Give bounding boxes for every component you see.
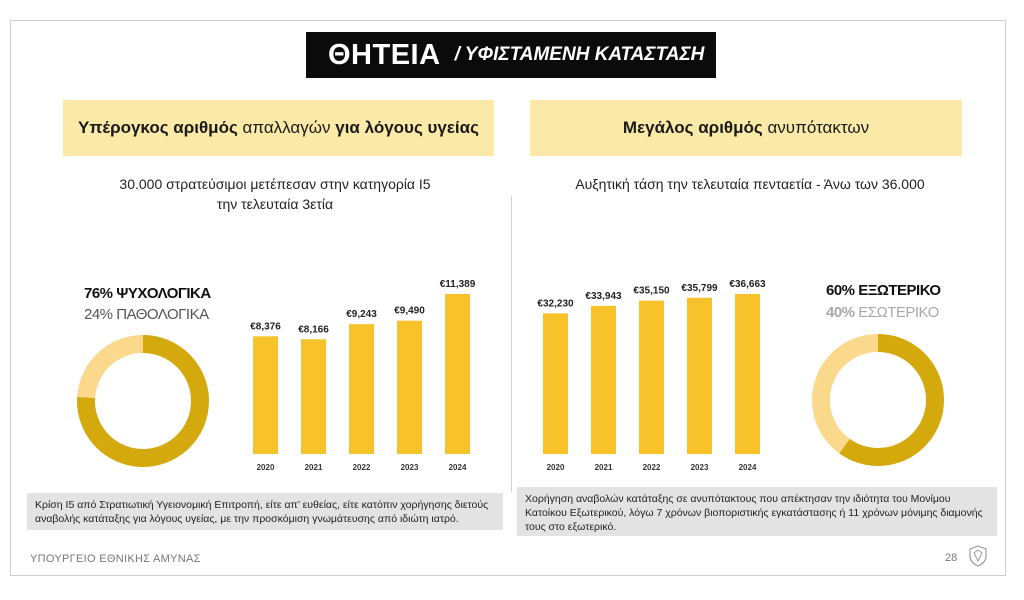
- right-pct-primary: 60% ΕΞΩΤΕΡΙΚΟ: [826, 282, 941, 299]
- right-subtitle: Αυξητική τάση την τελευταία πενταετία - …: [575, 176, 925, 192]
- left-bar-2020: [253, 336, 278, 454]
- right-bar-2022: [639, 300, 664, 454]
- left-bar-value-label: €11,389: [440, 279, 476, 290]
- right-bar-chart: €32,230 2020 €33,943 2021 €35,150 2022 €35,799…: [537, 279, 766, 472]
- right-banner-normal: ανυπότακτων: [762, 118, 870, 137]
- right-bar-category-label: 2023: [691, 463, 709, 472]
- right-pct-secondary-num: 40%: [826, 304, 855, 321]
- left-pct-secondary: 24% ΠΑΘΟΛΟΓΙΚΑ: [84, 306, 209, 323]
- right-bar-category-label: 2024: [739, 463, 757, 472]
- right-bar-value-label: €33,943: [585, 291, 622, 302]
- left-pct-primary: 76% ΨΥΧΟΛΟΓΙΚΑ: [84, 285, 211, 302]
- page-title: ΘΗΤΕΙΑ: [328, 38, 441, 71]
- left-bar-chart: €8,376 2020 €8,166 2021 €9,243 2022 €9,490 2023…: [250, 279, 476, 472]
- left-bar-category-label: 2020: [257, 463, 275, 472]
- left-donut-chart: [77, 335, 209, 467]
- left-bar-category-label: 2021: [305, 463, 323, 472]
- left-bar-2024: [445, 294, 470, 454]
- right-pct-secondary: 40% ΕΣΩΤΕΡΙΚΟ: [826, 304, 939, 321]
- right-bar-value-label: €36,663: [729, 279, 766, 290]
- right-donut-chart: [812, 334, 944, 466]
- page-subtitle: / ΥΦΙΣΤΑΜΕΝΗ ΚΑΤΑΣΤΑΣΗ: [454, 44, 705, 65]
- right-bar-2021: [591, 305, 616, 454]
- right-bar-value-label: €35,150: [633, 286, 670, 297]
- left-banner-bold1: Υπέρογκος αριθμός: [78, 118, 238, 137]
- left-bar-value-label: €8,376: [250, 321, 281, 332]
- left-bar-category-label: 2024: [449, 463, 467, 472]
- right-bar-2020: [543, 313, 568, 454]
- left-bar-value-label: €9,490: [394, 306, 425, 317]
- left-bar-2021: [301, 339, 326, 454]
- left-subtitle: 30.000 στρατεύσιμοι μετέπεσαν στην κατηγ…: [100, 174, 450, 214]
- left-bar-2023: [397, 320, 422, 454]
- left-bar-category-label: 2022: [353, 463, 371, 472]
- left-subtitle-line1: 30.000 στρατεύσιμοι μετέπεσαν στην κατηγ…: [119, 176, 431, 192]
- right-bar-value-label: €32,230: [537, 298, 574, 309]
- right-pct-secondary-label: ΕΣΩΤΕΡΙΚΟ: [854, 304, 939, 321]
- page-number: 28: [945, 552, 958, 564]
- title-bar: ΘΗΤΕΙΑ / ΥΦΙΣΤΑΜΕΝΗ ΚΑΤΑΣΤΑΣΗ: [306, 32, 716, 78]
- left-bar-2022: [349, 324, 374, 454]
- footer-org: ΥΠΟΥΡΓΕΙΟ ΕΘΝΙΚΗΣ ΑΜΥΝΑΣ: [30, 553, 201, 565]
- right-bar-category-label: 2020: [547, 463, 565, 472]
- left-note-box: Κρίση Ι5 από Στρατιωτική Υγειονομική Επι…: [27, 493, 503, 530]
- left-banner: Υπέρογκος αριθμός απαλλαγών για λόγους υ…: [63, 100, 494, 156]
- left-donut-slice-ΠΑΘΟΛΟΓΙΚΑ: [77, 335, 144, 399]
- right-bar-2024: [735, 294, 760, 454]
- right-donut-slice-ΕΞΩΤΕΡΙΚΟ: [839, 334, 944, 466]
- left-bar-category-label: 2023: [401, 463, 419, 472]
- right-bar-value-label: €35,799: [681, 283, 718, 294]
- right-banner-bold: Μεγάλος αριθμός: [622, 118, 763, 137]
- right-bar-2023: [687, 297, 712, 454]
- right-donut-slice-ΕΣΩΤΕΡΙΚΟ: [812, 334, 879, 454]
- left-bar-value-label: €9,243: [346, 309, 377, 320]
- ministry-emblem-icon: [969, 545, 987, 567]
- left-subtitle-line2: την τελευταία 3ετία: [216, 196, 334, 212]
- right-banner: Μεγάλος αριθμός ανυπότακτων: [530, 100, 962, 156]
- right-bar-category-label: 2022: [643, 463, 661, 472]
- left-banner-bold2: για λόγους υγείας: [335, 118, 479, 137]
- left-banner-normal: απαλλαγών: [237, 118, 336, 137]
- left-donut-slice-ΨΥΧΟΛΟΓΙΚΑ: [77, 335, 209, 467]
- right-bar-category-label: 2021: [595, 463, 613, 472]
- left-bar-value-label: €8,166: [298, 324, 329, 335]
- right-note-box: Χορήγηση αναβολών κατάταξης σε ανυπότακτ…: [517, 487, 997, 536]
- panel-divider: [511, 196, 512, 492]
